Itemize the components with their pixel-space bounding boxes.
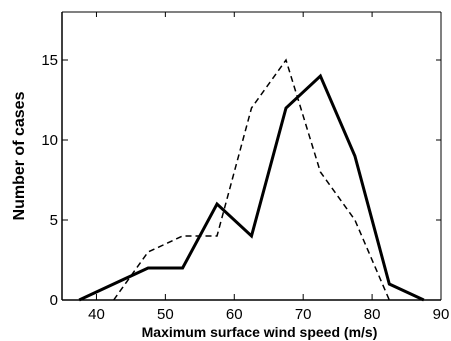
x-axis-label: Maximum surface wind speed (m/s)	[142, 324, 378, 340]
series-line-dashed	[113, 58, 390, 301]
y-tick-label: 15	[41, 52, 58, 69]
y-tick-label: 5	[50, 212, 58, 229]
axis-ticks: 40 50 60 70 80 90 0 5 10 15	[41, 12, 449, 323]
y-tick-label: 10	[41, 132, 58, 149]
series-line-solid	[78, 73, 425, 302]
plot-frame	[61, 11, 442, 301]
x-tick-label: 50	[157, 306, 174, 323]
x-tick-label: 90	[433, 306, 450, 323]
y-tick-label: 0	[50, 292, 58, 309]
x-tick-label: 60	[226, 306, 243, 323]
series-group	[78, 58, 425, 302]
x-tick-label: 40	[88, 306, 105, 323]
y-axis-label: Number of cases	[11, 91, 28, 220]
x-tick-label: 70	[295, 306, 312, 323]
x-tick-label: 80	[364, 306, 381, 323]
